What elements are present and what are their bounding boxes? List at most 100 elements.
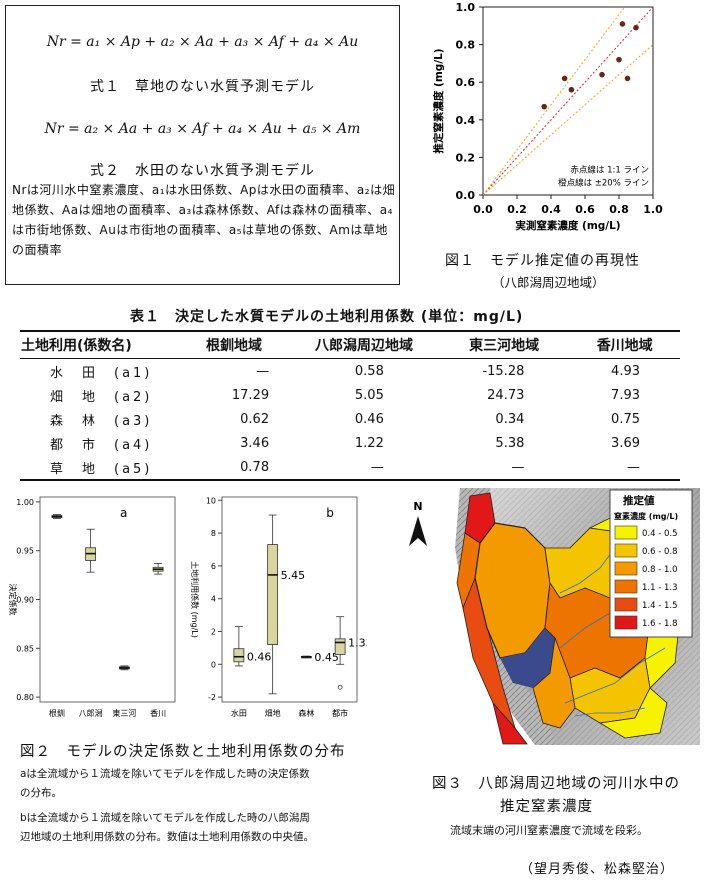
box-東三河 (118, 665, 130, 671)
median-label: 5.45 (281, 569, 306, 582)
data-point (616, 56, 622, 63)
table-cell: 7.93 (611, 387, 640, 403)
legend-item-label: 1.1 - 1.3 (642, 583, 678, 593)
outlier-point (337, 684, 343, 690)
plot-frame (39, 496, 176, 703)
table-header-cell: 根釧地域 (178, 330, 290, 359)
data-point (599, 71, 605, 78)
legend-20pct: 橙点線は ±20% ライン (558, 178, 649, 189)
legend-swatch (614, 561, 638, 576)
box-body (233, 648, 245, 663)
y-tick-label: 0.4 (456, 114, 476, 127)
table-row: 畑 地 (a2) 17.29 5.05 24.73 7.93 (20, 383, 680, 407)
panel-label: a (120, 506, 127, 520)
category-label: 都市 (332, 708, 348, 718)
figure1-plot-area: 0.0 0.2 0.4 0.6 0.8 1.0 0.0 0.2 0.4 0.6 0.8 1.0 赤点線は… (432, 1, 663, 232)
lagoon-water (500, 628, 555, 688)
y-tick-label: 1.0 (456, 1, 476, 14)
box-八郎潟 (85, 528, 97, 573)
figure2-note-a-line1: aは全流域から１流域を除いてモデルを作成した時の決定係数 (20, 768, 310, 780)
table-cell: 4.93 (611, 363, 640, 379)
table-header-row: 土地利用(係数名) 根釧地域 八郎潟周辺地域 東三河地域 香川地域 (20, 330, 680, 359)
y-tick-label: 0.0 (456, 189, 476, 202)
legend-subtitle: 窒素濃度 (mg/L) (614, 511, 678, 521)
legend-1to1: 赤点線は 1:1 ライン (570, 164, 649, 175)
author-credit: （望月秀俊、松森堅治） (520, 862, 675, 877)
y-tick-label: 10 (206, 496, 216, 505)
line-plus20 (482, 6, 626, 196)
map-legend: 推定値 窒素濃度 (mg/L) 0.4 - 0.5 0.6 - 0.8 0.8 - … (609, 489, 693, 638)
figure2a-box-plot: 0.80 0.85 0.90 0.95 1.00 決定係数 a 根釧 八郎潟 東三河 香川 (8, 496, 176, 718)
table-cell: 24.73 (487, 387, 525, 403)
legend-item-label: 0.4 - 0.5 (642, 529, 678, 539)
figure3-caption-line2: 推定窒素濃度 (500, 799, 593, 815)
category-label: 畑地 (265, 708, 281, 718)
box-森林: 0.45 (300, 651, 339, 664)
table-cell: 水 田 (a1) (50, 365, 153, 381)
table-cell: 0.75 (611, 411, 640, 427)
table-cell: 3.69 (611, 435, 640, 451)
figure3-map: N 推定値 窒素濃度 (mg/L) 0.4 - 0.5 0.6 - 0.8 0.8 … (395, 488, 700, 745)
equation-2-caption: 式２ 水田のない水質予測モデル (90, 163, 315, 179)
figure3-caption-line1: 図３ 八郎潟周辺地域の河川水中の (432, 776, 680, 792)
figure2b-box-plot: -2 0 2 4 6 8 10 土地利用係数 (mg/L) b 0.46 水田 5.45 畑地 0.45 森… (190, 496, 367, 718)
watershed-yellow-southeast (598, 687, 668, 739)
figure2-note-b-line1: bは全流域から１流域を除いてモデルを作成した時の八郎潟周 (20, 812, 310, 824)
box-香川 (152, 562, 164, 575)
table-cell: — (569, 455, 680, 481)
legend-item-label: 1.6 - 1.8 (642, 619, 678, 629)
watershed-red-south (492, 702, 528, 745)
y-axis-label: 決定係数 (8, 584, 18, 616)
figure1-scatter-chart: 0.0 0.2 0.4 0.6 0.8 1.0 0.0 0.2 0.4 0.6 0.8 1.0 赤点線は… (432, 1, 663, 232)
legend-swatch (614, 525, 638, 540)
table-cell: 0.58 (354, 363, 384, 379)
table-row: 水 田 (a1) — 0.58 -15.28 4.93 (20, 359, 680, 384)
equation-1-caption: 式１ 草地のない水質予測モデル (90, 79, 315, 95)
box-水田: 0.46 (233, 626, 272, 667)
box-都市: 1.33 (334, 616, 367, 665)
box-plot-area: -2 0 2 4 6 8 10 土地利用係数 (mg/L) b 0.46 水田 5.45 畑地 0.45 森… (190, 496, 367, 718)
x-tick-label: 0.4 (541, 203, 561, 216)
table-row: 都 市 (a4) 3.46 1.22 5.38 3.69 (20, 431, 680, 455)
y-axis-label: 推定窒素濃度 (mg/L) (432, 48, 445, 153)
category-label: 東三河 (112, 708, 136, 718)
table-cell: 都 市 (a4) (50, 437, 153, 453)
x-tick-label: 0.2 (507, 203, 527, 216)
y-tick-label: 0.95 (16, 547, 34, 556)
legend-title: 推定値 (623, 494, 655, 507)
table1-title: 表１ 決定した水質モデルの土地利用係数 (単位：mg/L) (130, 309, 524, 325)
legend-item-label: 0.6 - 0.8 (642, 547, 678, 557)
y-tick-label: 6 (211, 562, 216, 571)
box-body (334, 638, 346, 655)
plot-frame (482, 6, 654, 196)
table-cell: 0.34 (495, 411, 525, 427)
table-cell: 草 地 (a5) (20, 455, 179, 481)
plot-frame (221, 496, 358, 703)
y-tick-label: 0.80 (16, 693, 34, 702)
table-cell: 5.38 (495, 435, 525, 451)
category-label: 森林 (298, 708, 314, 718)
median-label: 0.45 (314, 651, 339, 664)
legend-swatch (614, 543, 638, 558)
figure2-caption: 図２ モデルの決定係数と土地利用係数の分布 (20, 744, 346, 760)
median-label: 1.33 (348, 636, 367, 649)
category-label: 根釧 (49, 708, 65, 718)
y-tick-label: 1.00 (16, 498, 34, 507)
y-tick-label: 0.8 (456, 39, 476, 52)
figure3-note: 流域末端の河川窒素濃度で流域を段彩。 (450, 824, 648, 837)
table-cell: 畑 地 (a2) (50, 389, 153, 405)
figure1-subcaption: （八郎潟周辺地域） (492, 275, 605, 290)
data-point (561, 75, 568, 82)
data-point (633, 24, 639, 31)
north-label: N (413, 500, 422, 513)
data-point (624, 75, 631, 82)
median-label: 0.46 (247, 651, 272, 664)
table-cell: 0.62 (240, 411, 270, 427)
category-label: 水田 (231, 708, 247, 718)
table-cell: 0.46 (354, 411, 384, 427)
table-header-cell: 香川地域 (569, 330, 680, 359)
y-tick-label: 8 (211, 529, 216, 538)
y-tick-label: 2 (211, 627, 216, 636)
data-point (619, 21, 626, 27)
table-cell: 5.05 (354, 387, 384, 403)
